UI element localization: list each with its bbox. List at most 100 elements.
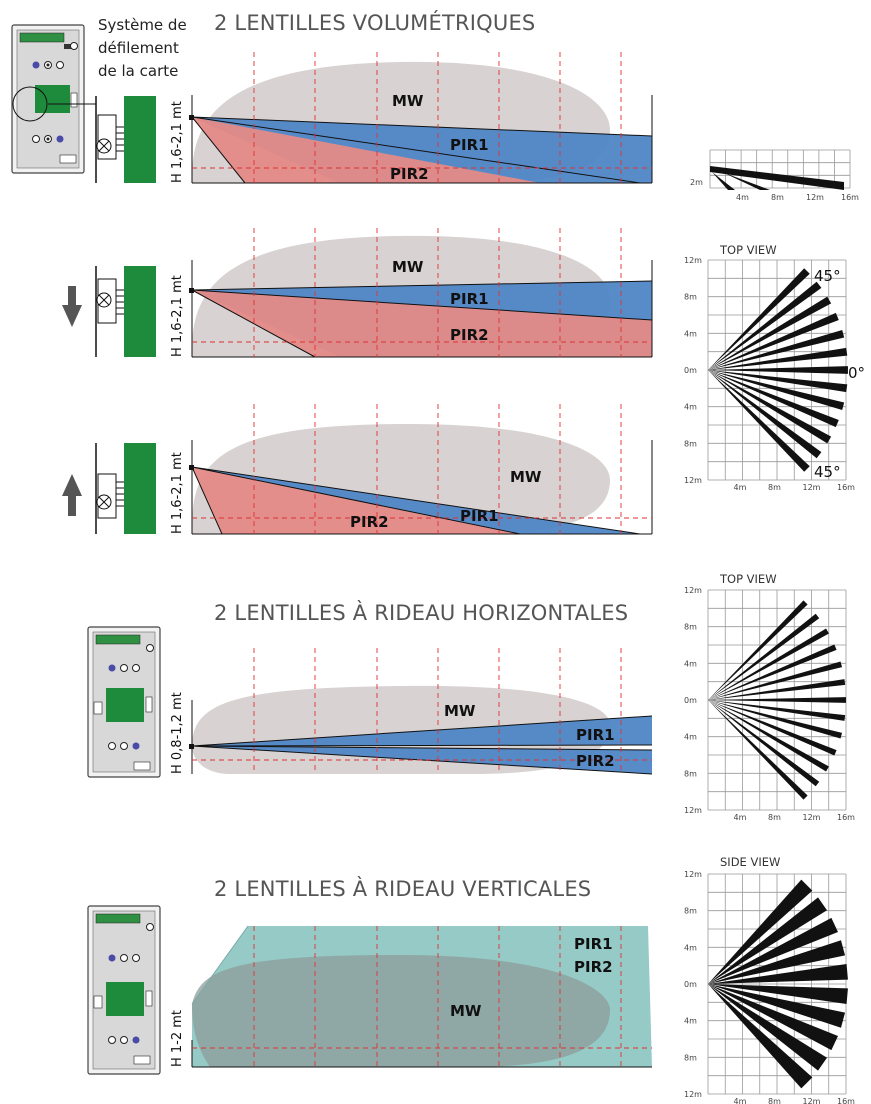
distance-markers-3 xyxy=(253,404,622,534)
side-y-tick: 12m xyxy=(684,1090,702,1099)
mw-label-3: MW xyxy=(510,468,542,486)
side-diagram-2: MW PIR1 PIR2 xyxy=(189,228,653,358)
height-label-3: H 1,6-2,1 mt xyxy=(170,452,185,534)
top1-x-tick: 12m xyxy=(803,483,821,492)
mw-label-5: MW xyxy=(450,1002,482,1020)
card-closeup-2 xyxy=(95,266,156,357)
side-y-tick: 4m xyxy=(684,1017,697,1026)
scroll-caption-line-1: Système de xyxy=(98,16,187,34)
pir2-label-1: PIR2 xyxy=(390,165,429,183)
small-x-tick: 4m xyxy=(736,193,749,202)
top1-y-tick: 4m xyxy=(684,403,697,412)
top2-beam xyxy=(708,700,808,800)
side-y-tick: 4m xyxy=(684,943,697,952)
side-beam xyxy=(708,984,838,1051)
pir2-label-2: PIR2 xyxy=(450,326,489,344)
detector-device-1 xyxy=(11,24,96,174)
side-beam xyxy=(708,917,838,984)
small-beam-1 xyxy=(710,166,844,190)
top2-beam xyxy=(708,679,846,700)
top1-beam xyxy=(708,370,839,428)
pir1-label-3: PIR1 xyxy=(460,507,499,525)
small-x-tick: 16m xyxy=(841,193,859,202)
top-view-label-2: TOP VIEW xyxy=(719,572,777,586)
side-beam xyxy=(708,984,846,1028)
top2-y-tick: 0m xyxy=(684,696,697,705)
top2-beam xyxy=(708,700,843,739)
side-beam xyxy=(708,984,827,1071)
top1-beam xyxy=(708,370,845,410)
small-beam-3 xyxy=(712,172,735,190)
small-x-tick: 12m xyxy=(806,193,824,202)
top2-y-tick: 12m xyxy=(684,806,702,815)
top-view-volumetric: 4m 8m 12m 16m 12m 8m 4m 0m 4m 8m 12m xyxy=(684,256,855,492)
top-view-label-1: TOP VIEW xyxy=(719,243,777,257)
top1-beam xyxy=(708,330,845,370)
top1-x-tick: 16m xyxy=(837,483,855,492)
top1-beam xyxy=(708,312,839,370)
pir1-label-2: PIR1 xyxy=(450,290,489,308)
scroll-caption-line-2: défilement xyxy=(98,39,179,57)
top1-beam xyxy=(708,370,822,459)
top1-y-tick: 8m xyxy=(684,293,697,302)
top2-y-tick: 8m xyxy=(684,623,697,632)
small-side-grid: 2m 4m 8m 12m 16m xyxy=(690,149,859,202)
card-closeup-1 xyxy=(95,96,156,183)
top1-beam xyxy=(708,268,810,370)
scroll-caption-line-3: de la carte xyxy=(98,62,178,80)
top1-y-tick: 12m xyxy=(684,476,702,485)
side-x-tick: 16m xyxy=(837,1097,855,1104)
mw-label-2: MW xyxy=(392,258,424,276)
height-label-2: H 1,6-2,1 mt xyxy=(170,275,185,357)
title-horizontal: 2 LENTILLES À RIDEAU HORIZONTALES xyxy=(214,600,628,625)
pir2-label-4: PIR2 xyxy=(576,752,615,770)
pir1-label-5: PIR1 xyxy=(574,935,613,953)
top2-x-tick: 4m xyxy=(734,813,747,822)
top2-beam xyxy=(708,700,820,787)
pir1-label-1: PIR1 xyxy=(450,136,489,154)
angle-label-mid: 0° xyxy=(848,364,865,382)
top2-beam xyxy=(708,644,837,700)
top2-beam xyxy=(708,700,829,772)
distance-markers-5 xyxy=(253,926,622,1067)
small-y-tick: 2m xyxy=(690,178,703,187)
side-beam xyxy=(708,879,813,984)
top2-y-tick: 4m xyxy=(684,659,697,668)
top2-y-tick: 12m xyxy=(684,586,702,595)
mw-label-4: MW xyxy=(444,702,476,720)
top1-beam xyxy=(708,370,832,444)
side-view-vertical: 4m 8m 12m 16m 12m 8m 4m 0m 4m 8m 12m xyxy=(684,870,855,1104)
pir1-label-4: PIR1 xyxy=(576,726,615,744)
small-x-tick: 8m xyxy=(771,193,784,202)
title-vertical: 2 LENTILLES À RIDEAU VERTICALES xyxy=(214,876,591,901)
top1-beam xyxy=(708,370,810,472)
side-diagram-1: MW PIR1 PIR2 xyxy=(189,52,653,184)
side-diagram-4: MW PIR1 PIR2 xyxy=(189,648,653,775)
side-x-tick: 12m xyxy=(803,1097,821,1104)
top2-beam xyxy=(708,700,846,721)
arrow-up-icon xyxy=(62,474,82,516)
side-view-label: SIDE VIEW xyxy=(720,855,780,869)
top2-beam xyxy=(708,628,829,700)
top2-x-tick: 8m xyxy=(768,813,781,822)
top1-x-tick: 8m xyxy=(768,483,781,492)
arrow-down-icon xyxy=(62,286,82,327)
side-y-tick: 8m xyxy=(684,907,697,916)
side-y-tick: 8m xyxy=(684,1053,697,1062)
side-x-tick: 8m xyxy=(768,1097,781,1104)
side-y-tick: 12m xyxy=(684,870,702,879)
top2-beam xyxy=(708,661,843,700)
top1-beam xyxy=(708,281,822,370)
top1-y-tick: 12m xyxy=(684,256,702,265)
distance-markers-1 xyxy=(253,52,622,183)
top2-beam xyxy=(708,700,837,756)
top1-beam xyxy=(708,370,848,393)
top2-x-tick: 12m xyxy=(803,813,821,822)
top1-x-tick: 4m xyxy=(734,483,747,492)
side-beam xyxy=(708,984,813,1089)
top2-y-tick: 4m xyxy=(684,733,697,742)
distance-markers-4 xyxy=(253,648,622,774)
top2-y-tick: 8m xyxy=(684,769,697,778)
title-volumetric: 2 LENTILLES VOLUMÉTRIQUES xyxy=(214,10,535,35)
